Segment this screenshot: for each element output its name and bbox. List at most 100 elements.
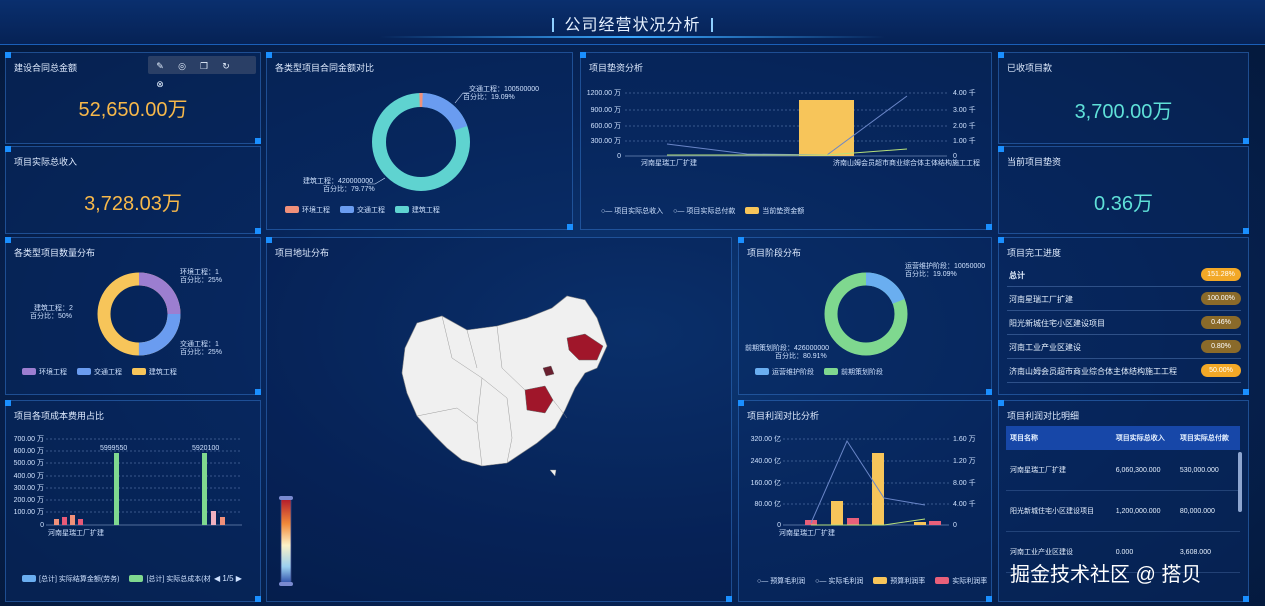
page-title-text: 公司经营状况分析 xyxy=(564,17,701,34)
y-label-1: 600.00 万 xyxy=(14,447,44,455)
legend-ops[interactable]: 运营维护阶段 xyxy=(755,368,814,376)
profit-legend: ○— 预算毛利润 ○— 实际毛利润 预算利润率 实际利润率 xyxy=(757,576,995,586)
progress-row-name: 阳光新城住宅小区建设项目 xyxy=(1009,319,1105,328)
progress-row-pct: 100.00% xyxy=(1201,292,1241,305)
progress-row-pct: 0.46% xyxy=(1201,316,1241,329)
kpi-actual-income-title: 项目实际总收入 xyxy=(14,157,78,167)
visual-map-handle-bottom[interactable] xyxy=(279,582,293,586)
legend-labor[interactable]: [总计] 实际结算金额(劳务) xyxy=(22,575,120,583)
y-right-1: 1.20 万 xyxy=(953,457,976,465)
edit-icon[interactable]: ✎ xyxy=(156,61,164,71)
type-count-legend: 环境工程 交通工程 建筑工程 xyxy=(22,367,185,377)
table-cell: 530,000.000 xyxy=(1175,450,1240,491)
y-left-1: 900.00 万 xyxy=(591,106,621,114)
legend-budget-rate[interactable]: 预算利润率 xyxy=(873,577,925,585)
type-count-panel: 各类型项目数量分布 环境工程：1 百分比：25% 建筑工程：2 百分比：50% … xyxy=(5,237,261,395)
x-label-right: 济南山姆会员超市商业综合体主体结构施工工程 xyxy=(833,158,980,167)
y-label-3: 400.00 万 xyxy=(14,472,44,480)
legend-actual-profit[interactable]: ○— 实际毛利润 xyxy=(815,578,864,585)
progress-row-name: 济南山姆会员超市商业综合体主体结构施工工程 xyxy=(1009,367,1177,376)
refresh-icon[interactable]: ↻ xyxy=(222,61,230,71)
watermark: 掘金技术社区 @ 搭贝 xyxy=(1010,564,1202,586)
label-build: 建筑工程：420000000 xyxy=(303,176,373,185)
header-bar: 公司经营状况分析 xyxy=(0,0,1265,45)
line-actual-income xyxy=(666,95,908,156)
legend-actual-income[interactable]: ○— 项目实际总收入 xyxy=(601,208,664,215)
progress-row-name: 总计 xyxy=(1009,271,1025,280)
progress-row[interactable]: 总计 151.28% xyxy=(1007,264,1241,287)
table-row[interactable]: 河南星瑞工厂扩建 6,060,300.000 530,000.000 xyxy=(1006,450,1240,491)
china-mainland-shape xyxy=(401,295,608,467)
y-left-3: 80.00 亿 xyxy=(755,499,781,508)
y-right-4: 0 xyxy=(953,153,957,160)
legend-build[interactable]: 建筑工程 xyxy=(394,206,440,214)
profit-bar xyxy=(847,518,859,525)
contract-compare-legend: 环境工程 交通工程 建筑工程 xyxy=(285,205,448,215)
label-ops: 运营维护阶段：10050000 xyxy=(905,261,985,270)
map-title: 项目地址分布 xyxy=(275,248,330,258)
table-row[interactable]: 阳光新城住宅小区建设项目 1,200,000.000 80,000.000 xyxy=(1006,490,1240,532)
table-cell: 1,200,000.000 xyxy=(1111,490,1176,532)
progress-row-pct: 50.00% xyxy=(1201,364,1241,377)
y-label-6: 100.00 万 xyxy=(14,508,44,516)
table-cell: 80,000.000 xyxy=(1175,490,1240,532)
table-scrollbar[interactable] xyxy=(1238,452,1242,512)
pager-next-icon[interactable]: ▶ xyxy=(235,574,242,583)
map-panel: 项目地址分布 xyxy=(266,237,732,602)
table-header[interactable]: 项目名称 xyxy=(1006,426,1112,450)
region-highlight-shandong[interactable] xyxy=(542,365,555,377)
y-left-1: 240.00 亿 xyxy=(751,456,781,465)
cost-title: 项目各项成本费用占比 xyxy=(14,411,105,421)
kpi-actual-income-panel: 项目实际总收入 3,728.03万 xyxy=(5,146,261,234)
legend-env[interactable]: 环境工程 xyxy=(285,206,330,214)
label-line-traffic xyxy=(454,92,469,104)
legend-actual-payment[interactable]: ○— 项目实际总付款 xyxy=(673,208,736,215)
donut-slice-ops xyxy=(824,272,908,356)
cost-bar xyxy=(211,511,216,525)
y-right-2: 2.00 千 xyxy=(953,121,976,130)
visual-map-handle-top[interactable] xyxy=(279,496,293,500)
close-icon[interactable]: ⊗ xyxy=(156,79,164,89)
label-ops-pct: 百分比：19.09% xyxy=(905,269,957,278)
y-right-3: 4.00 千 xyxy=(953,499,976,508)
region-highlight-henan[interactable] xyxy=(524,385,554,414)
progress-row[interactable]: 河南工业产业区建设 0.80% xyxy=(1007,336,1241,359)
stage-title: 项目阶段分布 xyxy=(747,248,802,258)
legend-build[interactable]: 建筑工程 xyxy=(131,368,177,376)
stage-chart: 运营维护阶段：10050000 百分比：19.09% 前期策划阶段：426000… xyxy=(745,261,985,360)
table-row[interactable]: 河南工业产业区建设 0.000 3,608.000 xyxy=(1006,531,1240,573)
progress-row-pct: 151.28% xyxy=(1201,268,1241,281)
legend-material[interactable]: [总计] 实际总成本(材 xyxy=(129,575,211,583)
pager-prev-icon[interactable]: ◀ xyxy=(214,574,221,583)
legend-advance-amount[interactable]: 当前垫资金额 xyxy=(745,207,804,215)
legend-budget-profit[interactable]: ○— 预算毛利润 xyxy=(757,578,806,585)
region-highlight-northeast[interactable] xyxy=(566,333,604,361)
globe-icon[interactable]: ◎ xyxy=(178,61,186,71)
legend-env[interactable]: 环境工程 xyxy=(22,368,67,376)
table-header[interactable]: 项目实际总收入 xyxy=(1111,426,1176,450)
china-map[interactable] xyxy=(267,238,733,603)
y-left-2: 160.00 亿 xyxy=(751,478,781,487)
cost-bar xyxy=(78,519,83,525)
pager-text: 1/5 xyxy=(222,574,234,583)
progress-row[interactable]: 阳光新城住宅小区建设项目 0.46% xyxy=(1007,312,1241,335)
label-pre-pct: 百分比：80.91% xyxy=(775,351,827,360)
legend-actual-rate[interactable]: 实际利润率 xyxy=(935,577,987,585)
legend-traffic[interactable]: 交通工程 xyxy=(339,206,385,214)
kpi-received-title: 已收项目款 xyxy=(1007,63,1053,73)
table-cell: 6,060,300.000 xyxy=(1111,450,1176,491)
copy-icon[interactable]: ❐ xyxy=(199,61,209,71)
visual-map-scale[interactable] xyxy=(280,497,292,585)
y-label-2: 500.00 万 xyxy=(14,459,44,467)
profit-x-label: 河南星瑞工厂扩建 xyxy=(779,528,835,537)
progress-row[interactable]: 河南星瑞工厂扩建 100.00% xyxy=(1007,288,1241,311)
kpi-received-value: 3,700.00万 xyxy=(1074,101,1173,123)
table-header[interactable]: 项目实际总付款 xyxy=(1175,426,1240,450)
y-left-4: 0 xyxy=(617,153,621,160)
contract-compare-title: 各类型项目合同金额对比 xyxy=(275,63,375,73)
legend-traffic[interactable]: 交通工程 xyxy=(76,368,122,376)
progress-row[interactable]: 济南山姆会员超市商业综合体主体结构施工工程 50.00% xyxy=(1007,360,1241,383)
legend-pre[interactable]: 前期策划阶段 xyxy=(823,368,883,376)
cost-bar xyxy=(220,517,225,525)
bar-advance-amount xyxy=(799,100,854,156)
